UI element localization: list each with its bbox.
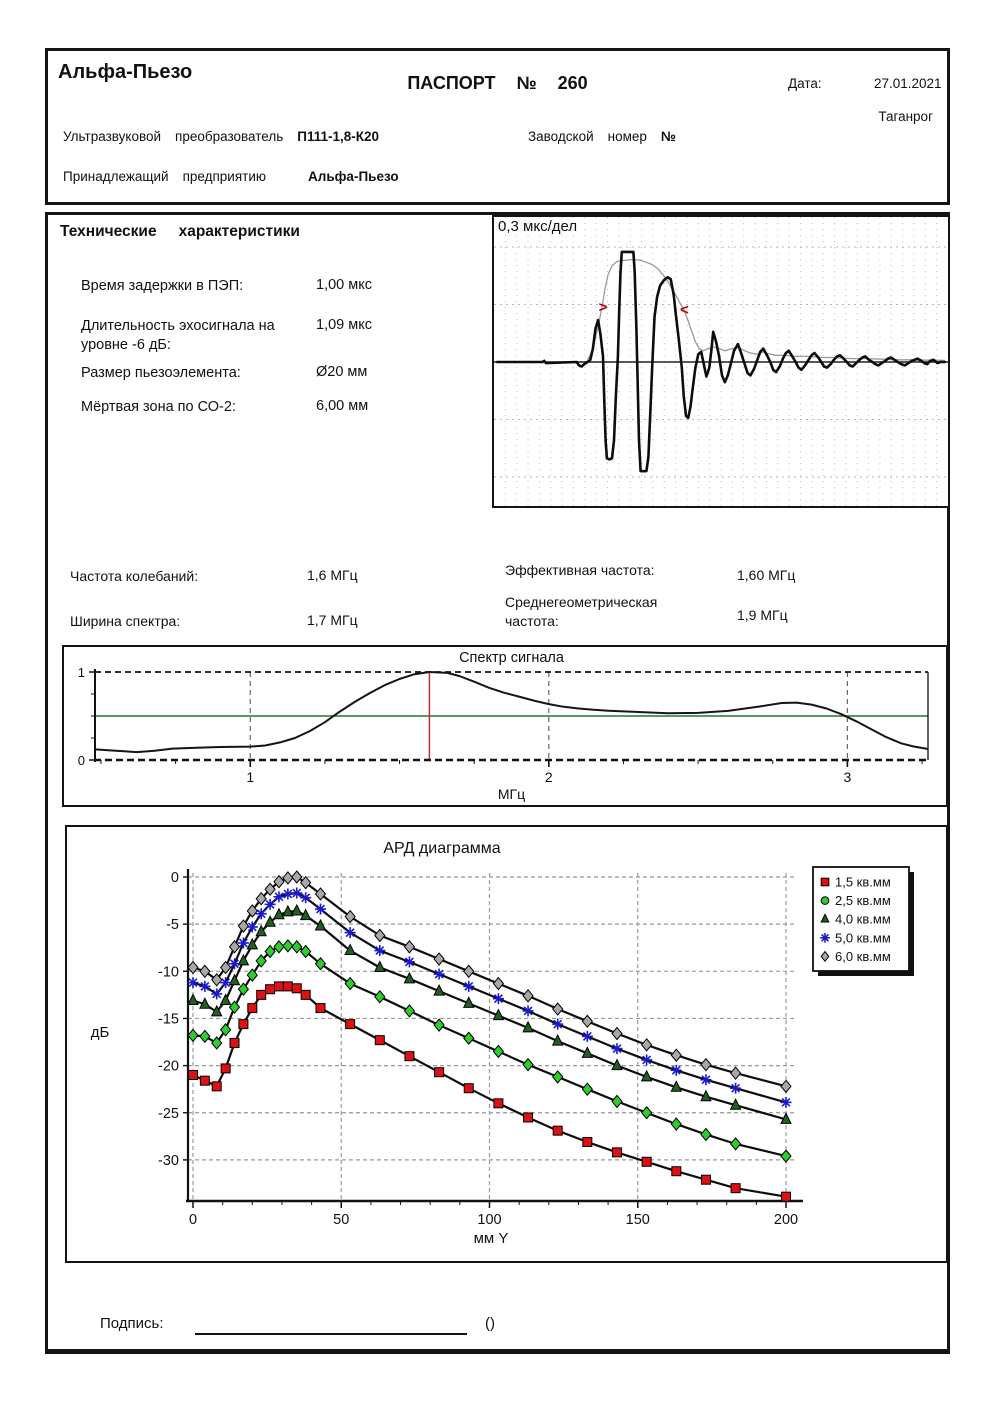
tech-row-value: 1,00 мкс [316,277,372,293]
svg-text:-5: -5 [166,917,179,933]
svg-text:-25: -25 [158,1106,179,1122]
svg-text:мм Y: мм Y [474,1230,509,1247]
svg-text:-10: -10 [158,964,179,980]
tech-title-word2: характеристики [178,223,300,240]
tech-section-title: Технические характеристики [60,223,322,241]
company-name: Альфа-Пьезо [58,61,193,83]
waveform-svg: > < [494,217,948,506]
svg-text:0: 0 [171,870,179,886]
svg-text:200: 200 [774,1212,798,1228]
svg-text:2,5 кв.мм: 2,5 кв.мм [835,893,891,908]
word-number: номер [607,129,647,144]
tech-row-value: Ø20 мм [316,364,368,380]
waveform-scale-label: 0,3 мкс/дел [498,218,578,235]
owner-name: Альфа-Пьезо [308,169,399,184]
freq-label: Ширина спектра: [70,613,181,629]
svg-text:>: > [599,299,608,316]
city-label: Таганрог [878,109,933,124]
tech-row-value: 1,09 мкс [316,317,372,333]
svg-text:6,0 кв.мм: 6,0 кв.мм [835,949,891,964]
svg-text:150: 150 [626,1212,650,1228]
ard-svg: АРД диаграмма 0 -5 -10 -15 -20 -25 -30 0 50 100 150… [91,840,914,1247]
page-title: ПАСПОРТ № 260 [407,73,588,93]
spectrum-svg: Спектр сигнала 0 1 1 2 3 МГц [78,650,929,802]
svg-text:0: 0 [78,753,85,768]
date-label: Дата: [788,76,822,91]
svg-text:<: < [680,301,689,318]
svg-text:дБ: дБ [91,1024,110,1041]
svg-text:50: 50 [333,1212,349,1228]
word-factory: Заводской [528,129,594,144]
svg-text:АРД диаграмма: АРД диаграмма [383,840,500,857]
header-box: Альфа-Пьезо ПАСПОРТ № 260 Дата: 27.01.20… [45,48,950,205]
serial-line: Заводской номер № [528,129,690,144]
svg-text:-30: -30 [158,1153,179,1169]
svg-text:1: 1 [78,665,85,680]
tech-row-label: Мёртвая зона по СО-2: [81,399,236,415]
freq-label: Эффективная частота: [505,562,655,578]
svg-text:Спектр сигнала: Спектр сигнала [459,650,565,666]
waveform-chart: > < 0,3 мкс/дел [492,215,950,508]
freq-value: 1,7 МГц [307,612,358,628]
word-transducer: преобразователь [175,129,284,144]
signature-label: Подпись: [100,1315,164,1332]
svg-text:1,5 кв.мм: 1,5 кв.мм [835,875,891,890]
freq-label: Частота колебаний: [70,568,199,584]
tech-row-label: Размер пьезоэлемента: [81,365,241,381]
date-value: 27.01.2021 [874,76,942,91]
serial-number-sign: № [660,129,676,144]
transducer-line: Ультразвуковой преобразователь П111-1,8-К2… [63,129,393,144]
freq-value: 1,6 МГц [307,567,358,583]
svg-text:5,0 кв.мм: 5,0 кв.мм [835,930,891,945]
svg-text:0: 0 [189,1212,197,1228]
svg-text:МГц: МГц [498,786,525,802]
svg-text:-20: -20 [158,1059,179,1075]
owner-line: Принадлежащий предприятию Альфа-Пьезо [63,169,413,184]
svg-text:1: 1 [246,769,254,785]
tech-row-value: 6,00 мм [316,398,369,414]
svg-text:100: 100 [477,1212,501,1228]
tech-row-label: Длительность эхосигнала на уровне -6 дБ: [81,318,275,353]
svg-text:3: 3 [843,769,851,785]
svg-text:-15: -15 [158,1011,179,1027]
word-ultrasonic: Ультразвуковой [63,129,162,144]
transducer-model: П111-1,8-К20 [297,129,380,144]
svg-text:4,0 кв.мм: 4,0 кв.мм [835,912,891,927]
signature-paren: () [485,1315,495,1332]
freq-value: 1,60 МГц [737,567,796,583]
signature-line [195,1315,467,1335]
spectrum-chart: Спектр сигнала 0 1 1 2 3 МГц [62,645,948,807]
word-enterprise: предприятию [182,169,266,184]
freq-label: Среднегеометрическая частота: [505,594,658,629]
tech-title-word1: Технические [60,223,157,240]
main-box: Технические характеристики Время задержки… [45,212,950,1354]
ard-chart: АРД диаграмма 0 -5 -10 -15 -20 -25 -30 0 50 100 150… [65,825,948,1263]
tech-row-label: Время задержки в ПЭП: [81,278,244,294]
word-belonging: Принадлежащий [63,169,169,184]
svg-text:2: 2 [545,769,553,785]
freq-value: 1,9 МГц [737,607,788,623]
